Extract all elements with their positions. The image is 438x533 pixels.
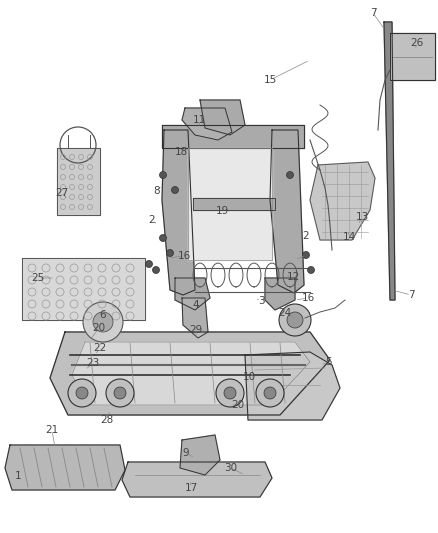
Polygon shape bbox=[245, 352, 340, 420]
Text: 20: 20 bbox=[92, 323, 106, 333]
Circle shape bbox=[83, 302, 123, 342]
Text: 24: 24 bbox=[279, 308, 292, 318]
Text: 19: 19 bbox=[215, 206, 229, 216]
Text: 3: 3 bbox=[258, 296, 264, 306]
Circle shape bbox=[106, 379, 134, 407]
Circle shape bbox=[159, 235, 166, 241]
Text: 15: 15 bbox=[263, 75, 277, 85]
Text: 12: 12 bbox=[286, 272, 300, 282]
Polygon shape bbox=[384, 22, 395, 300]
Circle shape bbox=[172, 187, 179, 193]
Polygon shape bbox=[193, 198, 275, 210]
Polygon shape bbox=[182, 108, 232, 140]
Text: 2: 2 bbox=[148, 215, 155, 225]
Polygon shape bbox=[5, 445, 125, 490]
Circle shape bbox=[264, 387, 276, 399]
Circle shape bbox=[216, 379, 244, 407]
Circle shape bbox=[152, 266, 159, 273]
Text: 8: 8 bbox=[154, 186, 160, 196]
Polygon shape bbox=[180, 435, 220, 475]
Polygon shape bbox=[57, 148, 100, 215]
Polygon shape bbox=[310, 162, 375, 240]
Polygon shape bbox=[270, 130, 304, 293]
Polygon shape bbox=[265, 278, 295, 310]
Text: 10: 10 bbox=[243, 372, 255, 382]
Polygon shape bbox=[122, 462, 272, 497]
Text: 17: 17 bbox=[184, 483, 198, 493]
Circle shape bbox=[145, 261, 152, 268]
Circle shape bbox=[303, 252, 310, 259]
Circle shape bbox=[159, 172, 166, 179]
Circle shape bbox=[76, 387, 88, 399]
Text: 25: 25 bbox=[32, 273, 45, 283]
Text: 7: 7 bbox=[370, 8, 376, 18]
Text: 27: 27 bbox=[55, 188, 69, 198]
Polygon shape bbox=[390, 33, 435, 80]
Polygon shape bbox=[162, 130, 195, 295]
Polygon shape bbox=[72, 342, 310, 405]
Text: 20: 20 bbox=[231, 400, 244, 410]
Text: 5: 5 bbox=[326, 357, 332, 367]
Text: 18: 18 bbox=[174, 147, 187, 157]
Polygon shape bbox=[200, 100, 245, 135]
Circle shape bbox=[286, 172, 293, 179]
Text: 16: 16 bbox=[301, 293, 314, 303]
Text: 1: 1 bbox=[15, 471, 21, 481]
Polygon shape bbox=[50, 332, 330, 415]
Circle shape bbox=[224, 387, 236, 399]
Text: 14: 14 bbox=[343, 232, 356, 242]
Text: 29: 29 bbox=[189, 325, 203, 335]
Circle shape bbox=[114, 387, 126, 399]
Circle shape bbox=[307, 266, 314, 273]
Text: 11: 11 bbox=[192, 115, 205, 125]
Text: 26: 26 bbox=[410, 38, 424, 48]
Text: 13: 13 bbox=[355, 212, 369, 222]
Text: 2: 2 bbox=[303, 231, 309, 241]
Text: 7: 7 bbox=[408, 290, 414, 300]
Text: 9: 9 bbox=[183, 448, 189, 458]
Text: 6: 6 bbox=[100, 310, 106, 320]
Polygon shape bbox=[182, 298, 208, 338]
Polygon shape bbox=[162, 125, 304, 148]
Text: 21: 21 bbox=[46, 425, 59, 435]
Circle shape bbox=[279, 304, 311, 336]
Circle shape bbox=[68, 379, 96, 407]
Polygon shape bbox=[22, 258, 145, 320]
Circle shape bbox=[166, 249, 173, 256]
Text: 16: 16 bbox=[177, 251, 191, 261]
Text: 28: 28 bbox=[100, 415, 113, 425]
Circle shape bbox=[256, 379, 284, 407]
Circle shape bbox=[287, 312, 303, 328]
Text: 4: 4 bbox=[193, 300, 199, 310]
Polygon shape bbox=[188, 148, 272, 260]
Text: 22: 22 bbox=[93, 343, 106, 353]
Text: 30: 30 bbox=[224, 463, 237, 473]
Polygon shape bbox=[175, 278, 210, 310]
Text: 23: 23 bbox=[86, 358, 99, 368]
Circle shape bbox=[93, 312, 113, 332]
